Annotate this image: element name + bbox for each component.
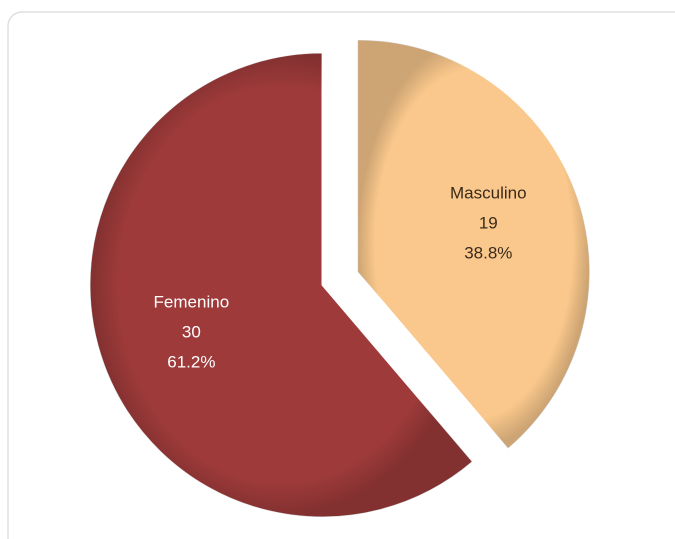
slice-label-percent: 61.2%: [167, 353, 215, 372]
slice-shade: [357, 39, 590, 449]
slice-label-value: 19: [479, 213, 498, 232]
slice-label-name: Femenino: [154, 293, 230, 312]
slice-label-name: Masculino: [450, 183, 527, 202]
slice-label-percent: 38.8%: [464, 243, 512, 262]
slice-label-value: 30: [182, 323, 201, 342]
slice-shade: [89, 53, 473, 517]
